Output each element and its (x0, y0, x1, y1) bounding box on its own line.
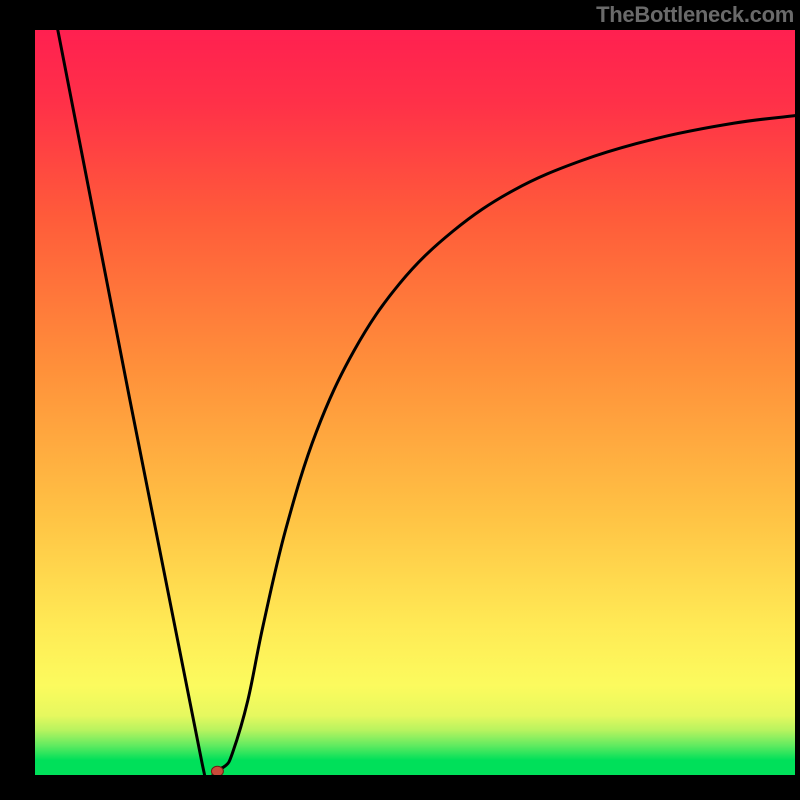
chart-container: TheBottleneck.com (0, 0, 800, 800)
watermark-text: TheBottleneck.com (596, 2, 794, 28)
bottleneck-curve (58, 30, 795, 775)
optimal-point-marker (211, 766, 223, 775)
curve-svg (35, 30, 795, 775)
plot-area (35, 30, 795, 775)
